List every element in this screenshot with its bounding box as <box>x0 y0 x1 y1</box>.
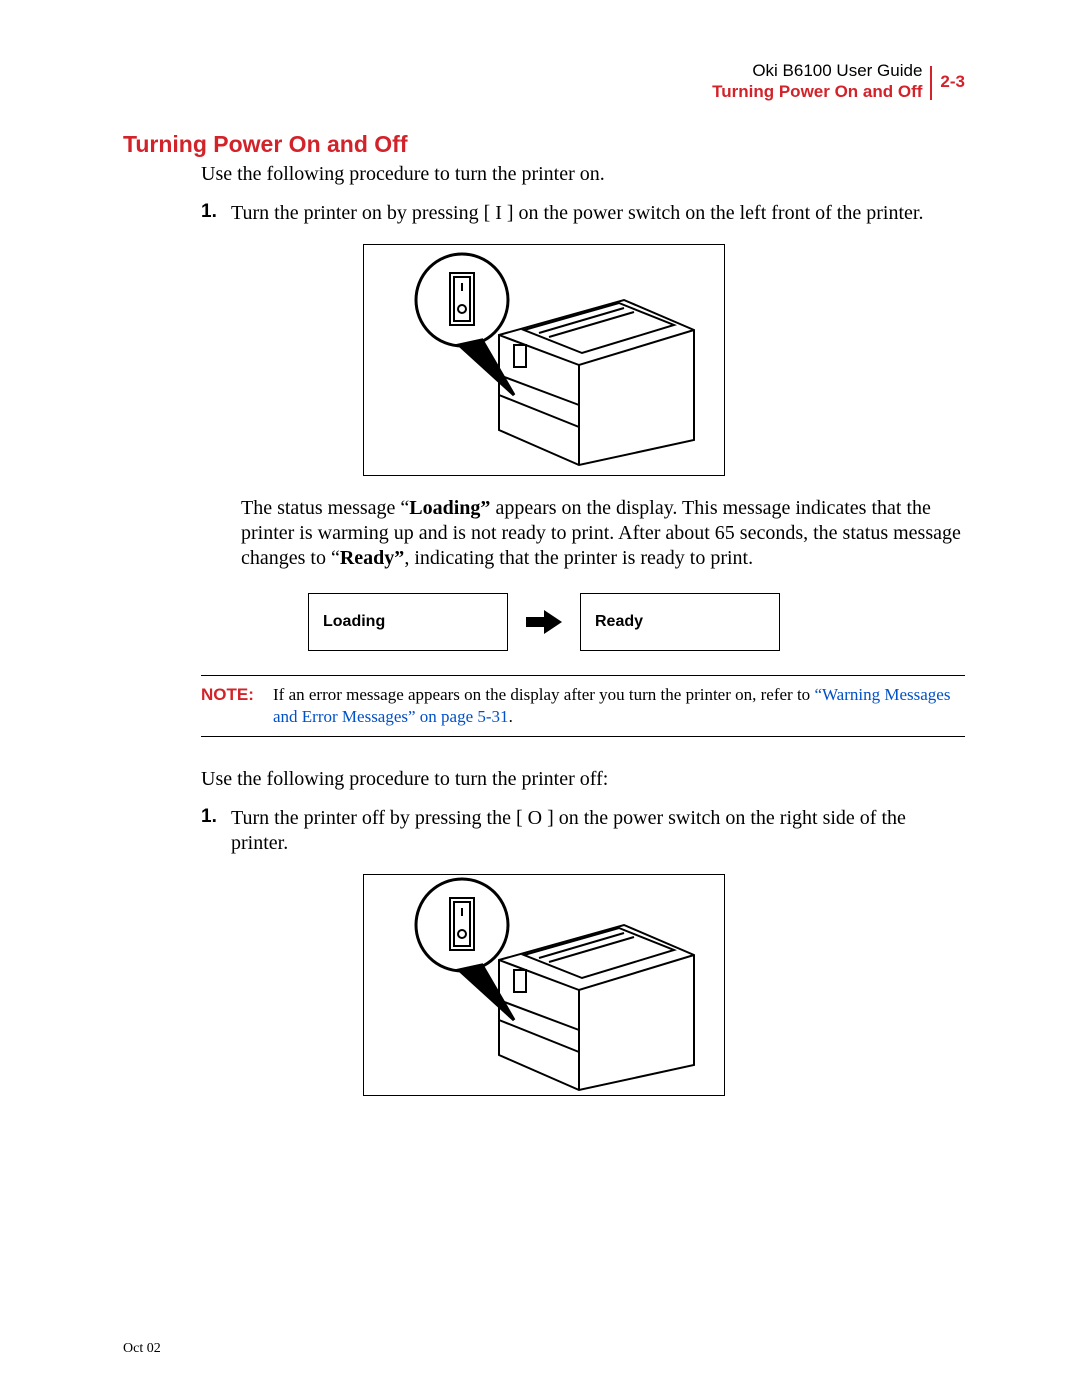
figure-printer-off <box>363 874 725 1096</box>
note-prefix: If an error message appears on the displ… <box>273 685 814 704</box>
step-number: 1. <box>201 806 231 856</box>
step-text: Turn the printer on by pressing [ I ] on… <box>231 201 923 226</box>
header-divider <box>930 66 932 100</box>
intro-off-text: Use the following procedure to turn the … <box>201 767 965 792</box>
steps-on: 1. Turn the printer on by pressing [ I ]… <box>201 201 965 226</box>
status-box-loading: Loading <box>308 593 508 651</box>
page-header: Oki B6100 User Guide Turning Power On an… <box>123 60 965 103</box>
step-number: 1. <box>201 201 231 226</box>
status-prefix: The status message “ <box>241 497 409 519</box>
page-container: Oki B6100 User Guide Turning Power On an… <box>0 0 1080 1397</box>
header-guide-title: Oki B6100 User Guide <box>752 61 922 80</box>
note-text: If an error message appears on the displ… <box>273 684 965 728</box>
header-page-number: 2-3 <box>940 71 965 92</box>
step-off-1: 1. Turn the printer off by pressing the … <box>201 806 965 856</box>
step-on-1: 1. Turn the printer on by pressing [ I ]… <box>201 201 965 226</box>
steps-off: 1. Turn the printer off by pressing the … <box>201 806 965 856</box>
header-section-title: Turning Power On and Off <box>712 82 922 101</box>
section-heading: Turning Power On and Off <box>123 131 965 158</box>
status-ready-bold: Ready” <box>340 547 404 569</box>
note-suffix: . <box>509 707 513 726</box>
status-loading-bold: Loading” <box>409 497 490 519</box>
note-block: NOTE: If an error message appears on the… <box>201 675 965 737</box>
status-paragraph: The status message “Loading” appears on … <box>241 496 965 571</box>
status-suffix: , indicating that the printer is ready t… <box>404 547 753 569</box>
arrow-right-icon <box>526 608 562 636</box>
step-text: Turn the printer off by pressing the [ O… <box>231 806 965 856</box>
footer-date: Oct 02 <box>123 1341 161 1357</box>
status-transition-row: Loading Ready <box>123 593 965 651</box>
figure-printer-on <box>363 244 725 476</box>
printer-power-on-icon <box>364 245 724 475</box>
intro-on-text: Use the following procedure to turn the … <box>201 162 965 187</box>
note-label: NOTE: <box>201 684 273 728</box>
printer-power-off-icon <box>364 875 724 1095</box>
status-box-ready: Ready <box>580 593 780 651</box>
